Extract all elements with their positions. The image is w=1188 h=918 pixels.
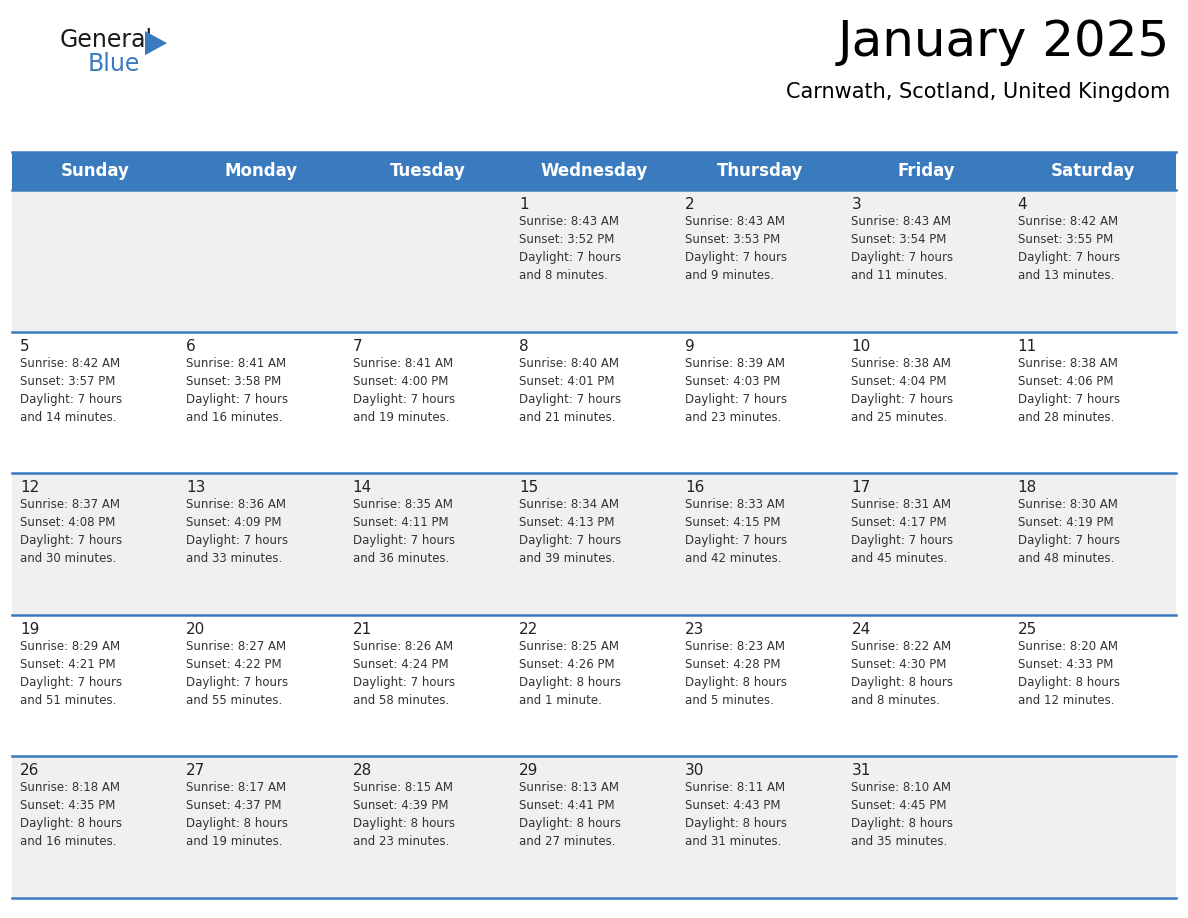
Text: Sunrise: 8:33 AM
Sunset: 4:15 PM
Daylight: 7 hours
and 42 minutes.: Sunrise: 8:33 AM Sunset: 4:15 PM Dayligh… [685,498,788,565]
Text: 8: 8 [519,339,529,353]
Text: 1: 1 [519,197,529,212]
Text: Sunrise: 8:29 AM
Sunset: 4:21 PM
Daylight: 7 hours
and 51 minutes.: Sunrise: 8:29 AM Sunset: 4:21 PM Dayligh… [20,640,122,707]
Text: 7: 7 [353,339,362,353]
Text: 25: 25 [1018,621,1037,637]
Text: 3: 3 [852,197,861,212]
Bar [12,756,1176,898]
Text: Sunrise: 8:23 AM
Sunset: 4:28 PM
Daylight: 8 hours
and 5 minutes.: Sunrise: 8:23 AM Sunset: 4:28 PM Dayligh… [685,640,788,707]
Text: 15: 15 [519,480,538,495]
Text: Sunrise: 8:34 AM
Sunset: 4:13 PM
Daylight: 7 hours
and 39 minutes.: Sunrise: 8:34 AM Sunset: 4:13 PM Dayligh… [519,498,621,565]
Text: 13: 13 [187,480,206,495]
Text: Sunrise: 8:17 AM
Sunset: 4:37 PM
Daylight: 8 hours
and 19 minutes.: Sunrise: 8:17 AM Sunset: 4:37 PM Dayligh… [187,781,289,848]
Text: 4: 4 [1018,197,1028,212]
Text: Sunrise: 8:15 AM
Sunset: 4:39 PM
Daylight: 8 hours
and 23 minutes.: Sunrise: 8:15 AM Sunset: 4:39 PM Dayligh… [353,781,455,848]
Text: Sunrise: 8:13 AM
Sunset: 4:41 PM
Daylight: 8 hours
and 27 minutes.: Sunrise: 8:13 AM Sunset: 4:41 PM Dayligh… [519,781,621,848]
Text: Saturday: Saturday [1050,162,1135,180]
Text: Tuesday: Tuesday [390,162,466,180]
Text: Sunrise: 8:38 AM
Sunset: 4:04 PM
Daylight: 7 hours
and 25 minutes.: Sunrise: 8:38 AM Sunset: 4:04 PM Dayligh… [852,356,954,423]
Text: Sunrise: 8:31 AM
Sunset: 4:17 PM
Daylight: 7 hours
and 45 minutes.: Sunrise: 8:31 AM Sunset: 4:17 PM Dayligh… [852,498,954,565]
Text: 29: 29 [519,764,538,778]
Text: 30: 30 [685,764,704,778]
Text: Sunrise: 8:22 AM
Sunset: 4:30 PM
Daylight: 8 hours
and 8 minutes.: Sunrise: 8:22 AM Sunset: 4:30 PM Dayligh… [852,640,954,707]
Bar [12,152,1176,190]
Text: Sunrise: 8:43 AM
Sunset: 3:54 PM
Daylight: 7 hours
and 11 minutes.: Sunrise: 8:43 AM Sunset: 3:54 PM Dayligh… [852,215,954,282]
Text: 16: 16 [685,480,704,495]
Text: 14: 14 [353,480,372,495]
Text: 22: 22 [519,621,538,637]
Text: Sunrise: 8:39 AM
Sunset: 4:03 PM
Daylight: 7 hours
and 23 minutes.: Sunrise: 8:39 AM Sunset: 4:03 PM Dayligh… [685,356,788,423]
Polygon shape [145,31,168,55]
Text: 18: 18 [1018,480,1037,495]
Text: Sunrise: 8:18 AM
Sunset: 4:35 PM
Daylight: 8 hours
and 16 minutes.: Sunrise: 8:18 AM Sunset: 4:35 PM Dayligh… [20,781,122,848]
Text: Sunrise: 8:41 AM
Sunset: 3:58 PM
Daylight: 7 hours
and 16 minutes.: Sunrise: 8:41 AM Sunset: 3:58 PM Dayligh… [187,356,289,423]
Text: 17: 17 [852,480,871,495]
Text: Blue: Blue [88,52,140,76]
Text: Sunrise: 8:27 AM
Sunset: 4:22 PM
Daylight: 7 hours
and 55 minutes.: Sunrise: 8:27 AM Sunset: 4:22 PM Dayligh… [187,640,289,707]
Text: Sunrise: 8:41 AM
Sunset: 4:00 PM
Daylight: 7 hours
and 19 minutes.: Sunrise: 8:41 AM Sunset: 4:00 PM Dayligh… [353,356,455,423]
Text: Wednesday: Wednesday [541,162,647,180]
Bar [12,190,1176,331]
Text: Sunrise: 8:35 AM
Sunset: 4:11 PM
Daylight: 7 hours
and 36 minutes.: Sunrise: 8:35 AM Sunset: 4:11 PM Dayligh… [353,498,455,565]
Text: Carnwath, Scotland, United Kingdom: Carnwath, Scotland, United Kingdom [785,82,1170,102]
Text: 23: 23 [685,621,704,637]
Text: Sunrise: 8:42 AM
Sunset: 3:55 PM
Daylight: 7 hours
and 13 minutes.: Sunrise: 8:42 AM Sunset: 3:55 PM Dayligh… [1018,215,1120,282]
Text: 6: 6 [187,339,196,353]
Text: 28: 28 [353,764,372,778]
Bar [12,331,1176,473]
Text: 26: 26 [20,764,39,778]
Text: 10: 10 [852,339,871,353]
Text: Sunrise: 8:43 AM
Sunset: 3:53 PM
Daylight: 7 hours
and 9 minutes.: Sunrise: 8:43 AM Sunset: 3:53 PM Dayligh… [685,215,788,282]
Text: 5: 5 [20,339,30,353]
Text: 2: 2 [685,197,695,212]
Text: Sunrise: 8:37 AM
Sunset: 4:08 PM
Daylight: 7 hours
and 30 minutes.: Sunrise: 8:37 AM Sunset: 4:08 PM Dayligh… [20,498,122,565]
Text: Sunrise: 8:10 AM
Sunset: 4:45 PM
Daylight: 8 hours
and 35 minutes.: Sunrise: 8:10 AM Sunset: 4:45 PM Dayligh… [852,781,954,848]
Text: 19: 19 [20,621,39,637]
Bar [12,615,1176,756]
Text: Sunrise: 8:20 AM
Sunset: 4:33 PM
Daylight: 8 hours
and 12 minutes.: Sunrise: 8:20 AM Sunset: 4:33 PM Dayligh… [1018,640,1120,707]
Text: 27: 27 [187,764,206,778]
Text: 12: 12 [20,480,39,495]
Text: Sunrise: 8:42 AM
Sunset: 3:57 PM
Daylight: 7 hours
and 14 minutes.: Sunrise: 8:42 AM Sunset: 3:57 PM Dayligh… [20,356,122,423]
Text: Sunday: Sunday [61,162,129,180]
Text: Friday: Friday [898,162,955,180]
Text: General: General [61,28,153,52]
Text: Thursday: Thursday [718,162,803,180]
Text: January 2025: January 2025 [838,18,1170,66]
Text: Sunrise: 8:38 AM
Sunset: 4:06 PM
Daylight: 7 hours
and 28 minutes.: Sunrise: 8:38 AM Sunset: 4:06 PM Dayligh… [1018,356,1120,423]
Text: Sunrise: 8:11 AM
Sunset: 4:43 PM
Daylight: 8 hours
and 31 minutes.: Sunrise: 8:11 AM Sunset: 4:43 PM Dayligh… [685,781,788,848]
Text: Sunrise: 8:25 AM
Sunset: 4:26 PM
Daylight: 8 hours
and 1 minute.: Sunrise: 8:25 AM Sunset: 4:26 PM Dayligh… [519,640,621,707]
Text: Sunrise: 8:36 AM
Sunset: 4:09 PM
Daylight: 7 hours
and 33 minutes.: Sunrise: 8:36 AM Sunset: 4:09 PM Dayligh… [187,498,289,565]
Text: Monday: Monday [225,162,298,180]
Text: 21: 21 [353,621,372,637]
Text: Sunrise: 8:43 AM
Sunset: 3:52 PM
Daylight: 7 hours
and 8 minutes.: Sunrise: 8:43 AM Sunset: 3:52 PM Dayligh… [519,215,621,282]
Bar [12,473,1176,615]
Text: Sunrise: 8:26 AM
Sunset: 4:24 PM
Daylight: 7 hours
and 58 minutes.: Sunrise: 8:26 AM Sunset: 4:24 PM Dayligh… [353,640,455,707]
Text: 11: 11 [1018,339,1037,353]
Text: 9: 9 [685,339,695,353]
Text: 20: 20 [187,621,206,637]
Text: Sunrise: 8:30 AM
Sunset: 4:19 PM
Daylight: 7 hours
and 48 minutes.: Sunrise: 8:30 AM Sunset: 4:19 PM Dayligh… [1018,498,1120,565]
Text: Sunrise: 8:40 AM
Sunset: 4:01 PM
Daylight: 7 hours
and 21 minutes.: Sunrise: 8:40 AM Sunset: 4:01 PM Dayligh… [519,356,621,423]
Text: 24: 24 [852,621,871,637]
Text: 31: 31 [852,764,871,778]
